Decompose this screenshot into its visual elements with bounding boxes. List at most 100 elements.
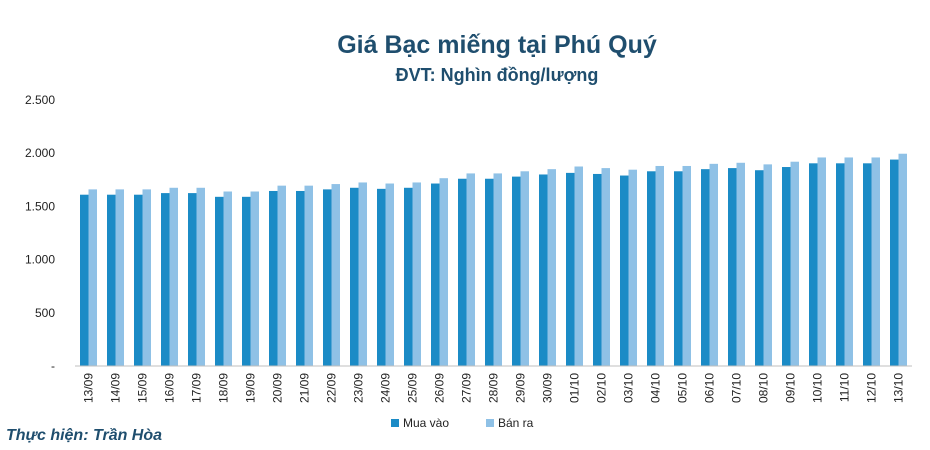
bar-ban-ra — [736, 162, 745, 366]
bar-ban-ra — [277, 185, 286, 366]
bar-ban-ra — [196, 187, 205, 366]
bar-mua-vao — [458, 178, 467, 366]
bar-mua-vao — [809, 163, 818, 366]
bar-mua-vao — [188, 193, 197, 366]
bar-ban-ra — [304, 185, 313, 366]
y-tick-label: 500 — [35, 306, 55, 320]
bar-mua-vao — [134, 194, 143, 366]
bar-mua-vao — [890, 159, 899, 366]
x-tick-label: 28/09 — [487, 373, 501, 403]
x-tick-label: 16/09 — [163, 373, 177, 403]
x-tick-label: 07/10 — [730, 373, 744, 403]
bar-mua-vao — [296, 190, 305, 366]
bar-mua-vao — [323, 189, 332, 366]
x-tick-label: 26/09 — [433, 373, 447, 403]
x-tick-label: 30/09 — [541, 373, 555, 403]
bar-ban-ra — [385, 183, 394, 366]
x-tick-label: 25/09 — [406, 373, 420, 403]
bar-ban-ra — [817, 157, 826, 366]
x-tick-label: 20/09 — [271, 373, 285, 403]
bar-ban-ra — [223, 191, 232, 366]
y-tick-label: - — [51, 359, 55, 373]
x-tick-label: 15/09 — [136, 373, 150, 403]
legend-label-mua-vao: Mua vào — [403, 416, 449, 430]
bar-mua-vao — [485, 178, 494, 366]
bars — [80, 153, 907, 366]
y-tick-label: 2.500 — [25, 93, 55, 107]
bar-ban-ra — [709, 163, 718, 366]
bar-ban-ra — [844, 157, 853, 366]
x-tick-label: 23/09 — [352, 373, 366, 403]
x-tick-label: 14/09 — [109, 373, 123, 403]
x-tick-label: 04/10 — [649, 373, 663, 403]
bar-mua-vao — [836, 163, 845, 366]
y-tick-label: 2.000 — [25, 146, 55, 160]
bar-ban-ra — [142, 189, 151, 366]
legend: Mua vào Bán ra — [391, 416, 534, 430]
bar-ban-ra — [439, 178, 448, 366]
bar-mua-vao — [755, 170, 764, 366]
bar-ban-ra — [601, 168, 610, 366]
x-tick-label: 05/10 — [676, 373, 690, 403]
x-tick-label: 19/09 — [244, 373, 258, 403]
bar-mua-vao — [539, 174, 548, 366]
bar-ban-ra — [871, 157, 880, 366]
x-tick-label: 03/10 — [622, 373, 636, 403]
x-tick-label: 24/09 — [379, 373, 393, 403]
bar-ban-ra — [547, 169, 556, 366]
bar-mua-vao — [161, 193, 170, 366]
bar-ban-ra — [574, 166, 583, 366]
bar-mua-vao — [647, 171, 656, 366]
x-tick-label: 08/10 — [757, 373, 771, 403]
bar-ban-ra — [331, 184, 340, 366]
y-tick-label: 1.000 — [25, 253, 55, 267]
x-tick-label: 11/10 — [838, 373, 852, 402]
bar-mua-vao — [620, 175, 629, 366]
bar-mua-vao — [80, 194, 89, 366]
x-axis: 13/09 14/09 15/09 16/09 17/09 18/09 19/09 20/09… — [82, 373, 906, 403]
bar-ban-ra — [790, 161, 799, 366]
x-tick-label: 12/10 — [865, 373, 879, 403]
bar-ban-ra — [115, 189, 124, 366]
bar-mua-vao — [701, 169, 710, 366]
bar-ban-ra — [88, 189, 97, 366]
bar-ban-ra — [763, 164, 772, 366]
legend-label-ban-ra: Bán ra — [498, 416, 534, 430]
bar-mua-vao — [593, 173, 602, 366]
bar-ban-ra — [250, 191, 259, 366]
bar-ban-ra — [520, 171, 529, 366]
x-tick-label: 10/10 — [811, 373, 825, 403]
bar-ban-ra — [466, 173, 475, 366]
x-tick-label: 27/09 — [460, 373, 474, 403]
x-tick-label: 29/09 — [514, 373, 528, 403]
bar-mua-vao — [215, 196, 224, 366]
bar-mua-vao — [107, 194, 116, 366]
bar-mua-vao — [782, 167, 791, 366]
x-tick-label: 09/10 — [784, 373, 798, 403]
bar-mua-vao — [377, 188, 386, 366]
bar-mua-vao — [566, 172, 575, 366]
x-tick-label: 17/09 — [190, 373, 204, 403]
x-tick-label: 21/09 — [298, 373, 312, 403]
bar-mua-vao — [863, 163, 872, 366]
x-tick-label: 01/10 — [568, 373, 582, 403]
bar-ban-ra — [682, 165, 691, 366]
bar-mua-vao — [512, 176, 521, 366]
bar-ban-ra — [628, 169, 637, 366]
bar-ban-ra — [412, 182, 421, 366]
x-tick-label: 06/10 — [703, 373, 717, 403]
y-axis: - 500 1.000 1.500 2.000 2.500 — [25, 93, 55, 373]
bar-mua-vao — [269, 190, 278, 366]
bar-ban-ra — [358, 182, 367, 366]
bar-ban-ra — [169, 187, 178, 366]
bar-mua-vao — [728, 168, 737, 366]
x-tick-label: 22/09 — [325, 373, 339, 403]
bar-mua-vao — [242, 196, 251, 366]
legend-swatch-ban-ra — [486, 419, 494, 427]
chart-subtitle: ĐVT: Nghìn đồng/lượng — [396, 65, 599, 85]
credit-text: Thực hiện: Trần Hòa — [6, 427, 162, 444]
chart-title: Giá Bạc miếng tại Phú Quý — [337, 31, 657, 59]
x-tick-label: 02/10 — [595, 373, 609, 403]
bar-mua-vao — [674, 171, 683, 366]
